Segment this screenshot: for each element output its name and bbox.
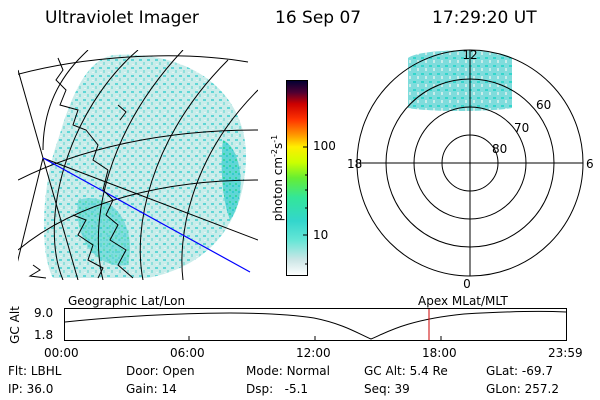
lat-label-80: 80: [492, 142, 507, 156]
param-door: Door: Open: [126, 364, 195, 378]
geo-data-disk: [43, 54, 247, 279]
colorbar-tick-10: 10: [313, 228, 329, 242]
apex-label: Apex MLat/MLT: [418, 294, 508, 308]
colorbar: [286, 80, 308, 276]
lat-label-70: 70: [514, 121, 529, 135]
polar-data-region: [408, 50, 512, 111]
polar-plot: 12 18 6 0 60 70 80: [347, 48, 594, 290]
xtick-2359: 23:59: [548, 346, 583, 360]
param-seq: Seq: 39: [364, 382, 410, 396]
colorbar-tick-100: 100: [313, 139, 336, 153]
param-gain: Gain: 14: [126, 382, 177, 396]
ytick-high: 9.0: [34, 306, 54, 320]
param-glat: GLat: -69.7: [486, 364, 553, 378]
mlt-label-6: 6: [586, 157, 594, 171]
time-label: 17:29:20 UT: [432, 8, 537, 28]
xtick-0000: 00:00: [44, 346, 79, 360]
time-ylabel: GC Alt: [7, 306, 22, 344]
param-glon: GLon: 257.2: [486, 382, 559, 396]
terminator-line: [42, 157, 251, 273]
geographic-label: Geographic Lat/Lon: [68, 294, 186, 308]
geographic-map: [18, 50, 258, 280]
param-mode: Mode: Normal: [246, 364, 330, 378]
coastline: [28, 57, 134, 279]
param-dsp: Dsp: -5.1: [246, 382, 309, 396]
lat-label-60: 60: [536, 98, 551, 112]
geo-data-patch: [77, 198, 130, 266]
mlt-label-12: 12: [462, 48, 477, 62]
altitude-curve: [64, 310, 567, 340]
mlt-label-18: 18: [347, 157, 362, 171]
instrument-title: Ultraviolet Imager: [45, 8, 199, 28]
geo-bright-band: [221, 140, 241, 220]
param-ip: IP: 36.0: [8, 382, 54, 396]
param-flt: Flt: LBHL: [8, 364, 62, 378]
altitude-timeline: [64, 308, 567, 341]
xtick-1800: 18:00: [422, 346, 457, 360]
xtick-1200: 12:00: [296, 346, 331, 360]
date-label: 16 Sep 07: [275, 8, 362, 28]
colorbar-unit-label: photon cm-2s-1: [270, 134, 285, 222]
param-gc-alt: GC Alt: 5.4 Re: [364, 364, 448, 378]
xtick-0600: 06:00: [170, 346, 205, 360]
mlt-label-0: 0: [463, 277, 471, 290]
graticule: [18, 50, 258, 280]
ytick-low: 1.8: [34, 328, 54, 342]
